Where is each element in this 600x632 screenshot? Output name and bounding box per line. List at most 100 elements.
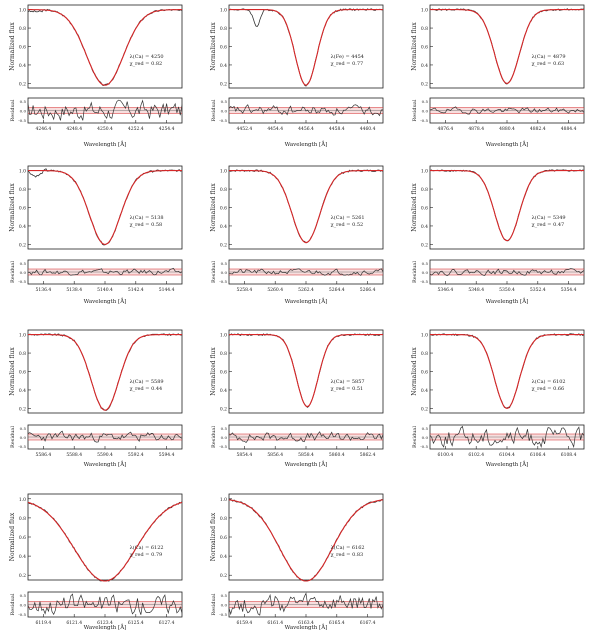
x-tick-label: 6108.4 [561, 452, 577, 458]
y-tick-label: 0.2 [220, 81, 227, 87]
x-tick-label: 5590.4 [97, 452, 113, 458]
x-tick-label: 6106.4 [530, 452, 546, 458]
x-tick-label: 6125.4 [128, 620, 144, 626]
residual-y-tick-label: -0.5 [420, 444, 428, 449]
y-tick-label: 1.0 [220, 8, 227, 14]
residual-line [228, 268, 384, 276]
line-annotation: λ(Ca) = 4250 [130, 53, 164, 60]
residual-y-tick-label: 0.5 [20, 261, 27, 266]
y-tick-label: 0.4 [19, 63, 26, 69]
x-tick-label: 5352.4 [530, 287, 546, 293]
x-tick-label: 5854.4 [237, 452, 253, 458]
x-tick-label: 5140.4 [97, 287, 113, 293]
observed-spectrum-line [27, 333, 182, 411]
panel-6: 1.0 0.8 0.6 0.4 0.2 Normalized flux λ(Ca) = 53… [411, 165, 585, 305]
residual-y-tick-label: 0.5 [422, 99, 429, 104]
fit-annotation: χ_red = 0.66 [532, 386, 565, 392]
y-axis-label-residual: Residual [10, 593, 16, 615]
residual-y-tick-label: 0.5 [20, 426, 27, 431]
line-annotation: λ(Ca) = 5857 [331, 378, 365, 385]
x-tick-label: 6119.4 [36, 620, 52, 626]
y-tick-label: 0.4 [421, 388, 428, 394]
y-tick-label: 0.2 [220, 406, 227, 412]
y-axis-label-residual: Residual [412, 426, 418, 448]
fit-annotation: χ_red = 0.79 [130, 552, 163, 558]
y-tick-label: 1.0 [19, 169, 26, 175]
x-tick-label: 4248.4 [66, 126, 82, 132]
flux-axes-frame [228, 4, 384, 89]
y-tick-label: 0.4 [19, 224, 26, 230]
x-axis-label: Wavelength [Å] [84, 460, 127, 468]
y-tick-label: 0.2 [19, 81, 26, 87]
line-annotation: λ(Ca) = 5138 [130, 214, 164, 221]
fit-annotation: χ_red = 0.77 [331, 61, 364, 67]
residual-y-tick-label: 0.5 [221, 99, 228, 104]
y-tick-label: 0.4 [220, 224, 227, 230]
x-tick-label: 6167.4 [360, 620, 376, 626]
y-axis-label-residual: Residual [211, 593, 217, 615]
fit-annotation: χ_red = 0.51 [331, 386, 364, 392]
x-tick-label: 5266.4 [360, 287, 376, 293]
y-tick-label: 0.8 [421, 26, 428, 32]
residual-y-tick-label: 0.5 [221, 426, 228, 431]
residual-y-tick-label: 0.0 [221, 435, 228, 440]
residual-y-tick-label: 0.0 [422, 435, 429, 440]
model-spectrum-line [28, 334, 182, 411]
panel-5: 1.0 0.8 0.6 0.4 0.2 Normalized flux λ(Ca) = 52… [210, 165, 384, 305]
flux-axes-frame [228, 329, 384, 414]
x-tick-label: 6104.4 [499, 452, 515, 458]
x-tick-label: 5260.4 [267, 287, 283, 293]
y-tick-label: 0.6 [19, 206, 26, 212]
x-tick-label: 4884.4 [561, 126, 577, 132]
y-axis-label-flux: Normalized flux [210, 347, 217, 396]
panel-9: 1.0 0.8 0.6 0.4 0.2 Normalized flux λ(Ca) = 61… [411, 329, 585, 468]
model-spectrum-line [27, 501, 183, 582]
residual-y-tick-label: -0.5 [219, 612, 227, 617]
residual-line [228, 104, 384, 117]
residual-line [27, 430, 183, 443]
x-tick-label: 6100.4 [438, 452, 454, 458]
y-axis-label-flux: Normalized flux [411, 22, 418, 71]
x-tick-label: 5142.4 [128, 287, 144, 293]
x-tick-label: 6102.4 [468, 452, 484, 458]
y-tick-label: 0.8 [220, 187, 227, 193]
flux-axes-frame [27, 165, 183, 250]
flux-axes-frame [228, 493, 384, 581]
x-tick-label: 5348.4 [468, 287, 484, 293]
x-tick-label: 5860.4 [329, 452, 345, 458]
residual-y-tick-label: 0.5 [20, 593, 27, 598]
x-axis-label: Wavelength [Å] [486, 460, 529, 468]
y-tick-label: 0.2 [220, 242, 227, 248]
residual-line [429, 106, 585, 115]
x-tick-label: 6163.4 [298, 620, 314, 626]
model-spectrum-line [28, 170, 182, 245]
residual-line [27, 99, 183, 121]
residual-y-tick-label: 0.5 [422, 261, 429, 266]
y-axis-label-flux: Normalized flux [210, 183, 217, 232]
model-spectrum-line [229, 9, 383, 86]
y-tick-label: 0.6 [19, 45, 26, 51]
residual-y-tick-label: 0.5 [221, 261, 228, 266]
panel-7: 1.0 0.8 0.6 0.4 0.2 Normalized flux λ(Ca) = 55… [9, 329, 183, 468]
residual-y-tick-label: -0.5 [219, 444, 227, 449]
residual-line [429, 268, 585, 276]
residual-y-tick-label: -0.5 [18, 118, 26, 123]
y-axis-label-residual: Residual [412, 261, 418, 283]
residual-y-tick-label: 0.0 [221, 603, 228, 608]
y-tick-label: 0.6 [19, 370, 26, 376]
panel-11: 1.0 0.8 0.6 0.4 0.2 Normalized flux λ(Ca) = 61… [210, 493, 384, 631]
line-annotation: λ(Ca) = 4879 [532, 53, 566, 60]
residual-y-tick-label: 0.0 [422, 109, 429, 114]
x-axis-label: Wavelength [Å] [285, 623, 328, 631]
y-tick-label: 0.4 [19, 388, 26, 394]
residual-y-tick-label: 0.5 [422, 426, 429, 431]
observed-spectrum-line [27, 168, 183, 246]
x-tick-label: 4254.4 [159, 126, 175, 132]
flux-axes-frame [228, 165, 384, 250]
y-tick-label: 1.0 [19, 497, 26, 503]
residual-y-tick-label: 0.5 [20, 99, 27, 104]
observed-spectrum-line [429, 8, 585, 85]
flux-axes-frame [429, 329, 585, 414]
